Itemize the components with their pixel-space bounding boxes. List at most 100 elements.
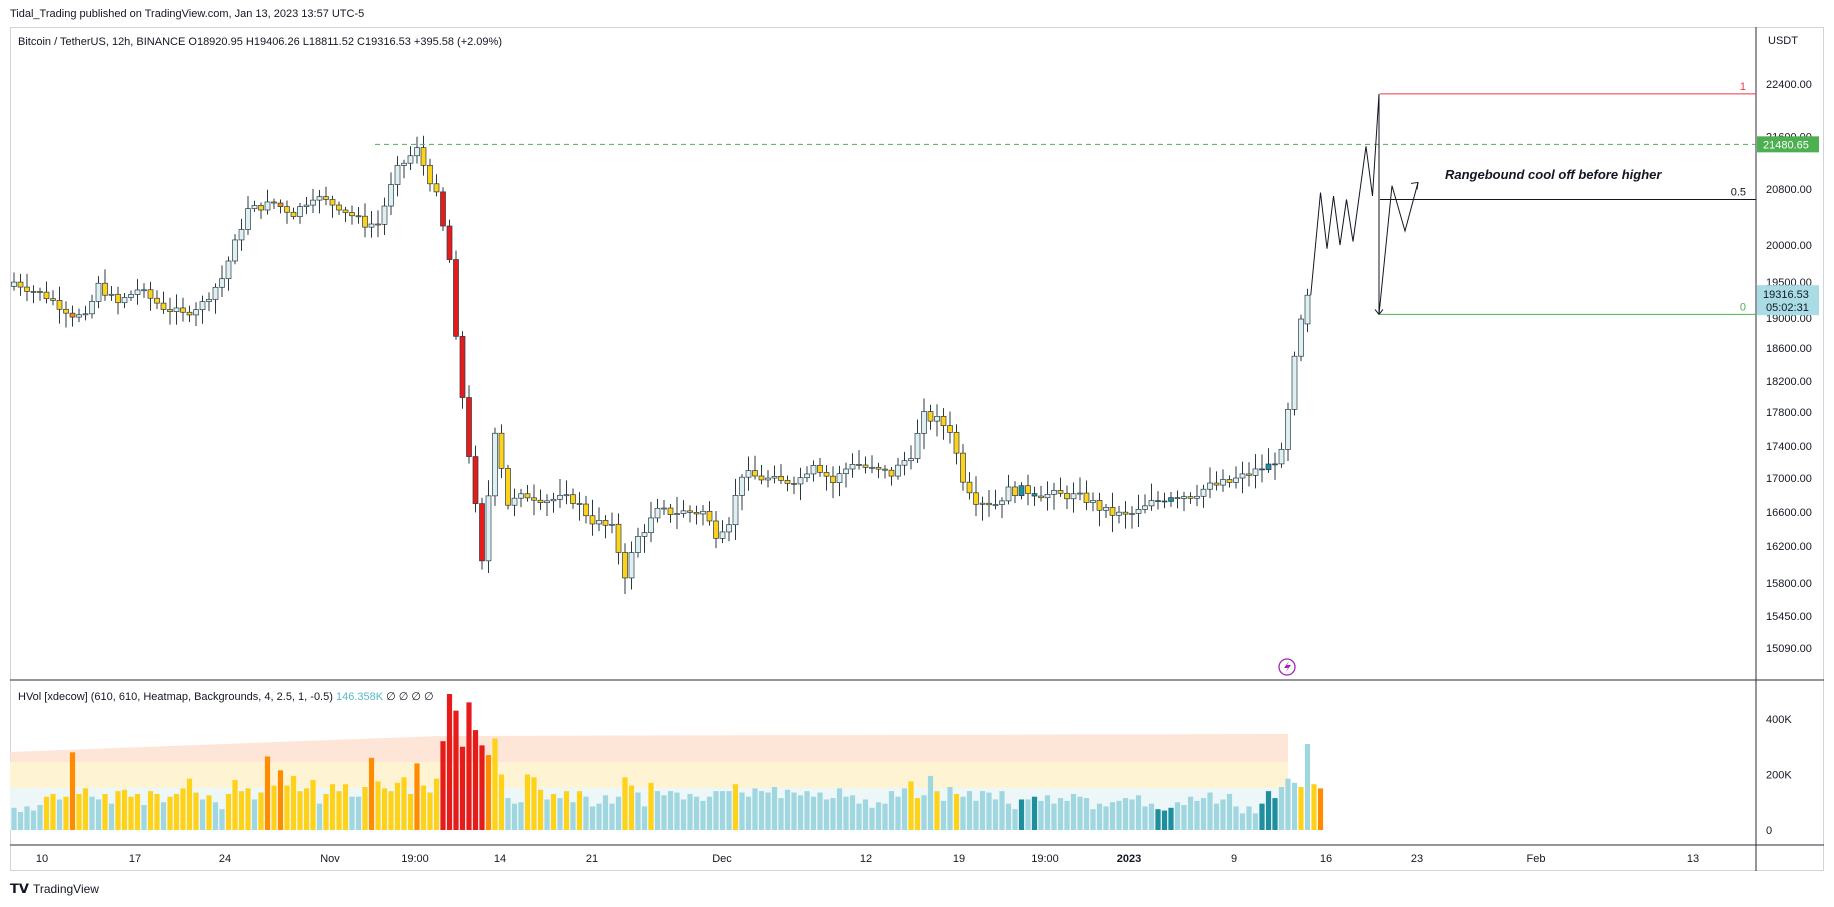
candle-body (381, 205, 388, 225)
candle-body (43, 291, 50, 300)
candle-body (947, 425, 953, 433)
candle-body (563, 494, 570, 497)
volume-bar (1018, 799, 1025, 830)
candle-body (1181, 496, 1187, 499)
candle-body (180, 307, 186, 313)
volume-bar (667, 791, 674, 830)
candle-body (394, 165, 401, 185)
volume-bar (615, 796, 622, 830)
candle-body (973, 492, 979, 505)
volume-bar (563, 791, 570, 830)
candle-body (628, 552, 635, 579)
volume-bar (258, 792, 264, 830)
candle-body (492, 432, 498, 497)
candle-body (440, 191, 446, 227)
main-legend: Bitcoin / TetherUS, 12h, BINANCE O18920.… (18, 36, 502, 48)
volume-bar (43, 796, 50, 830)
volume-bar (505, 798, 511, 830)
candle-body (134, 289, 141, 295)
volume-bar (219, 809, 225, 830)
candle-body (849, 463, 856, 470)
candle-body (700, 510, 706, 515)
candle-body (1239, 473, 1246, 479)
volume-bar (810, 796, 817, 830)
candle-body (888, 469, 895, 477)
candle-body (1096, 500, 1103, 511)
candle-body (472, 456, 479, 504)
volume-bar (719, 791, 726, 830)
volume-bar (147, 791, 154, 830)
time-tick-label: 12 (860, 853, 872, 865)
candle-body (1090, 500, 1096, 503)
candle-body (401, 162, 407, 166)
candle-body (173, 307, 180, 312)
price-badge-dashed (1757, 136, 1819, 153)
legend-change: +395.58 (+2.09%) (413, 36, 502, 48)
volume-bar (1187, 796, 1194, 830)
volume-bar (869, 807, 875, 830)
volume-bar (1051, 803, 1057, 830)
candle-body (1122, 511, 1129, 515)
candle-body (63, 308, 69, 314)
volume-bar (752, 788, 758, 830)
volume-bar (1122, 798, 1129, 830)
candle-body (160, 302, 167, 310)
volume-bar (466, 702, 472, 830)
time-tick-label: 24 (219, 853, 231, 865)
candle-body (1278, 449, 1285, 465)
legend-open: O18920.95 (188, 36, 243, 48)
candle-body (1057, 490, 1064, 494)
volume-bar (1057, 798, 1064, 830)
volume-bar (609, 803, 615, 830)
candle-body (238, 229, 245, 241)
footer-brand: TradingView (32, 882, 99, 896)
volume-bar (1220, 799, 1226, 830)
candle-body (277, 202, 284, 207)
volume-bar (245, 788, 251, 830)
candle-body (1161, 500, 1168, 503)
candle-body (466, 397, 472, 457)
volume-tick-label: 0 (1766, 825, 1772, 837)
volume-bar (238, 791, 245, 830)
candle-body (1168, 497, 1174, 502)
volume-bar (589, 806, 596, 830)
price-badge-dashed-text: 21480.65 (1763, 139, 1809, 151)
volume-bar (186, 778, 193, 830)
volume-bar (193, 792, 199, 830)
volume-bar (648, 782, 654, 830)
candle-body (251, 205, 258, 210)
candle-body (817, 465, 823, 473)
time-tick-label: 21 (586, 853, 598, 865)
volume-bar (1226, 793, 1233, 830)
fib-label-05: 0.5 (1731, 187, 1746, 199)
volume-bar (953, 793, 960, 830)
time-tick-label: 16 (1320, 853, 1332, 865)
volume-bar (1304, 743, 1311, 830)
candle-body (693, 512, 700, 515)
candle-body (771, 476, 778, 479)
candle-body (661, 507, 667, 510)
volume-bar (63, 796, 69, 830)
volume-bar (323, 793, 329, 830)
volume-bar (544, 799, 550, 830)
time-tick-label: Feb (1527, 853, 1546, 865)
indicator-legend: HVol [xdecow] (610, 610, Heatmap, Backgr… (18, 690, 434, 703)
candle-body (797, 477, 804, 485)
volume-bar (830, 798, 836, 830)
candle-body (1103, 507, 1109, 511)
candle-body (1129, 513, 1135, 515)
candle-body (524, 493, 531, 499)
candle-body (50, 298, 56, 301)
candle-body (830, 475, 836, 484)
candle-body (329, 199, 336, 206)
volume-bar (1291, 782, 1298, 830)
candle-body (1233, 477, 1239, 483)
volume-bar (817, 792, 823, 830)
volume-bar (1311, 784, 1317, 830)
volume-bar (82, 788, 89, 830)
candle-body (648, 517, 654, 534)
volume-bar (1259, 803, 1265, 830)
volume-bar (726, 791, 732, 830)
candle-body (446, 225, 453, 260)
